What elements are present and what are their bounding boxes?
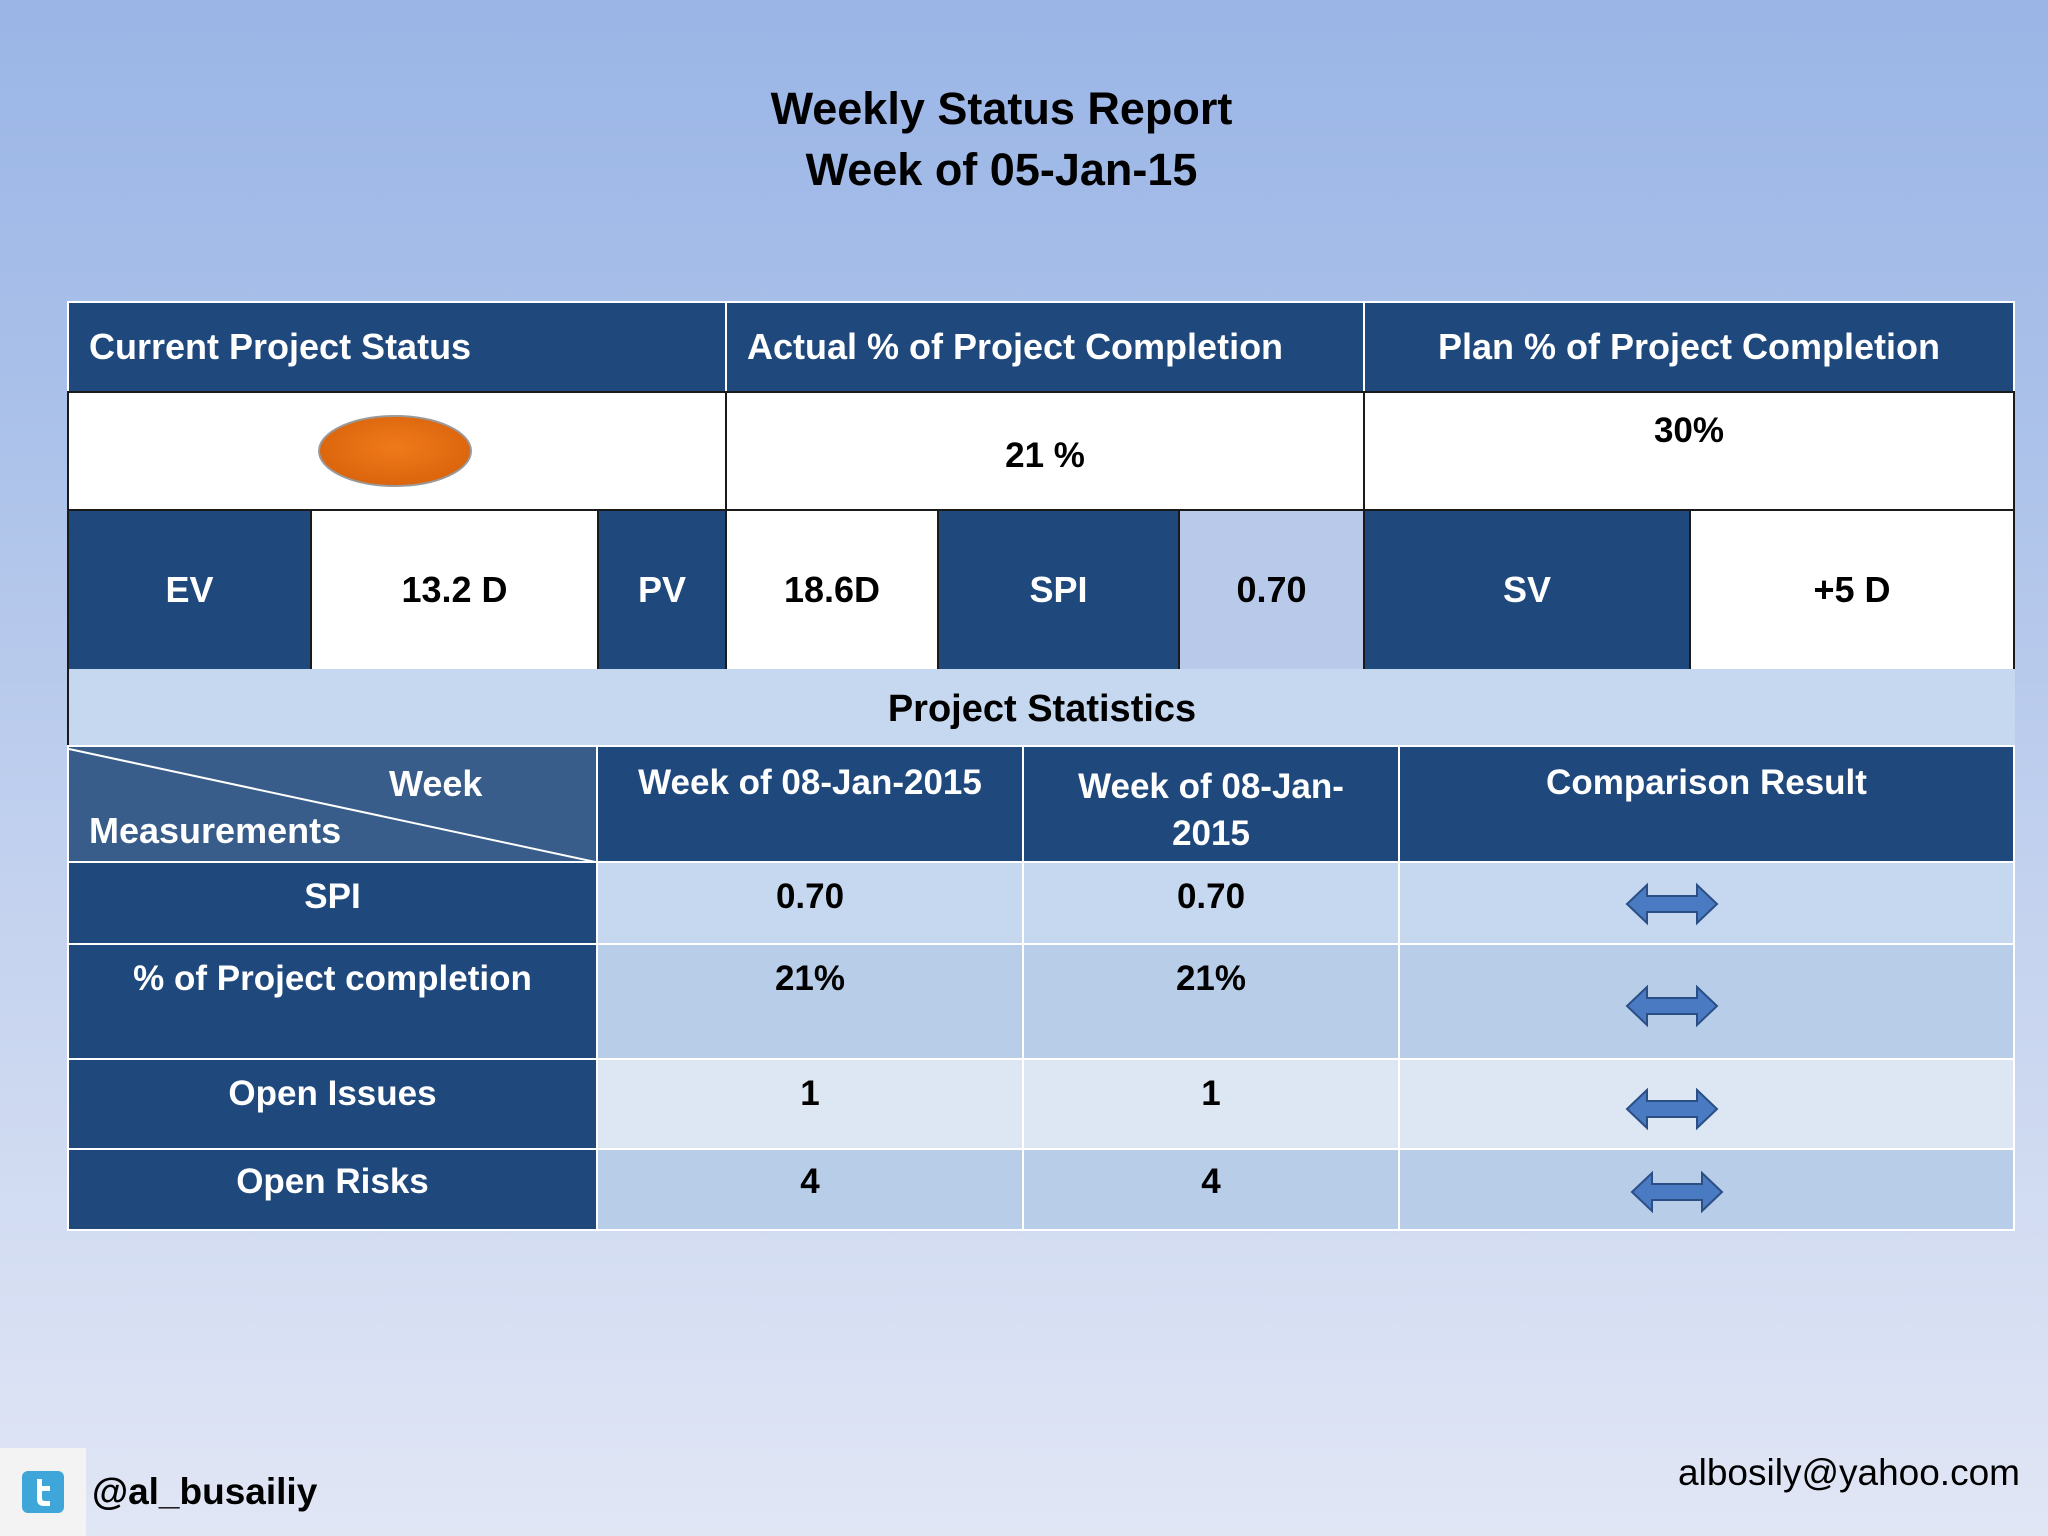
left-right-arrow-icon	[1625, 882, 1719, 926]
title-line-2: Week of 05-Jan-15	[805, 144, 1198, 195]
header-plan-completion-label: Plan % of Project Completion	[1437, 326, 1941, 367]
column-header-comparison-label: Comparison Result	[1546, 763, 1867, 802]
spi-value-cell: 0.70	[1178, 509, 1365, 671]
corner-week-label: Week	[389, 763, 483, 804]
twitter-icon[interactable]	[21, 1470, 65, 1514]
left-right-arrow-icon	[1630, 1170, 1724, 1214]
current-status-cell	[67, 391, 727, 511]
column-header-week-2-label: Week of 08-Jan- 2015	[1078, 767, 1344, 853]
row-completion-week-2-value: 21%	[1175, 959, 1247, 998]
row-label-completion-text: % of Project completion	[133, 959, 532, 998]
pv-value-cell: 18.6D	[725, 509, 939, 671]
status-circle-orange-icon	[318, 415, 472, 487]
row-issues-week-2: 1	[1022, 1058, 1400, 1150]
row-risks-week-2-value: 4	[1201, 1162, 1221, 1201]
row-label-open-risks-text: Open Risks	[236, 1162, 429, 1201]
row-label-spi-text: SPI	[304, 877, 361, 916]
plan-completion-value: 30%	[1653, 411, 1725, 450]
ev-value-cell: 13.2 D	[310, 509, 599, 671]
header-actual-completion: Actual % of Project Completion	[725, 301, 1365, 393]
row-label-spi: SPI	[67, 861, 598, 945]
row-spi-week-1: 0.70	[596, 861, 1024, 945]
header-current-status-label: Current Project Status	[89, 326, 472, 367]
header-actual-completion-label: Actual % of Project Completion	[747, 326, 1284, 367]
actual-completion-value: 21 %	[1005, 436, 1085, 475]
column-header-week-1: Week of 08-Jan-2015	[596, 745, 1024, 863]
corner-measurements-label: Measurements	[89, 810, 342, 851]
sv-value-cell: +5 D	[1689, 509, 2015, 671]
ev-label-cell: EV	[67, 509, 312, 671]
twitter-icon-box[interactable]	[0, 1448, 86, 1536]
header-plan-completion: Plan % of Project Completion	[1363, 301, 2015, 393]
spi-label: SPI	[1029, 569, 1088, 610]
actual-completion-value-cell: 21 %	[725, 391, 1365, 511]
row-label-open-issues: Open Issues	[67, 1058, 598, 1150]
ev-value: 13.2 D	[401, 569, 508, 610]
footer-twitter: @al_busailiy	[0, 1448, 317, 1536]
row-label-open-risks: Open Risks	[67, 1148, 598, 1231]
report-title: Weekly Status Report Week of 05-Jan-15	[0, 78, 2003, 200]
corner-header-cell: Week Measurements	[67, 745, 598, 863]
row-completion-week-2: 21%	[1022, 943, 1400, 1060]
row-risks-week-2: 4	[1022, 1148, 1400, 1231]
pv-label-cell: PV	[597, 509, 727, 671]
row-issues-week-1: 1	[596, 1058, 1024, 1150]
row-label-completion: % of Project completion	[67, 943, 598, 1060]
row-issues-week-2-value: 1	[1201, 1074, 1221, 1113]
contact-email[interactable]: albosily@yahoo.com	[1678, 1452, 2020, 1493]
row-completion-week-1: 21%	[596, 943, 1024, 1060]
header-current-status: Current Project Status	[67, 301, 727, 393]
sv-label: SV	[1502, 569, 1552, 610]
row-completion-week-1-value: 21%	[774, 959, 846, 998]
column-header-week-2: Week of 08-Jan- 2015	[1022, 745, 1400, 863]
plan-completion-value-cell: 30%	[1363, 391, 2015, 511]
sv-value: +5 D	[1813, 569, 1891, 610]
row-spi-week-1-value: 0.70	[775, 877, 845, 916]
row-spi-week-2: 0.70	[1022, 861, 1400, 945]
column-header-week-1-label: Week of 08-Jan-2015	[638, 763, 982, 802]
left-right-arrow-icon	[1625, 1087, 1719, 1131]
project-statistics-title: Project Statistics	[67, 669, 2015, 749]
twitter-handle[interactable]: @al_busailiy	[92, 1471, 318, 1512]
pv-label: PV	[637, 569, 687, 610]
spi-value: 0.70	[1236, 569, 1307, 610]
title-line-1: Weekly Status Report	[770, 83, 1233, 134]
row-risks-week-1-value: 4	[800, 1162, 820, 1201]
row-issues-week-1-value: 1	[800, 1074, 820, 1113]
row-label-open-issues-text: Open Issues	[228, 1074, 437, 1113]
project-statistics-title-text: Project Statistics	[887, 687, 1197, 730]
left-right-arrow-icon	[1625, 984, 1719, 1028]
sv-label-cell: SV	[1363, 509, 1691, 671]
spi-label-cell: SPI	[937, 509, 1180, 671]
column-header-comparison: Comparison Result	[1398, 745, 2015, 863]
diagonal-divider	[69, 748, 596, 861]
ev-label: EV	[165, 569, 214, 610]
pv-value: 18.6D	[783, 569, 881, 610]
row-spi-week-2-value: 0.70	[1176, 877, 1246, 916]
row-risks-week-1: 4	[596, 1148, 1024, 1231]
